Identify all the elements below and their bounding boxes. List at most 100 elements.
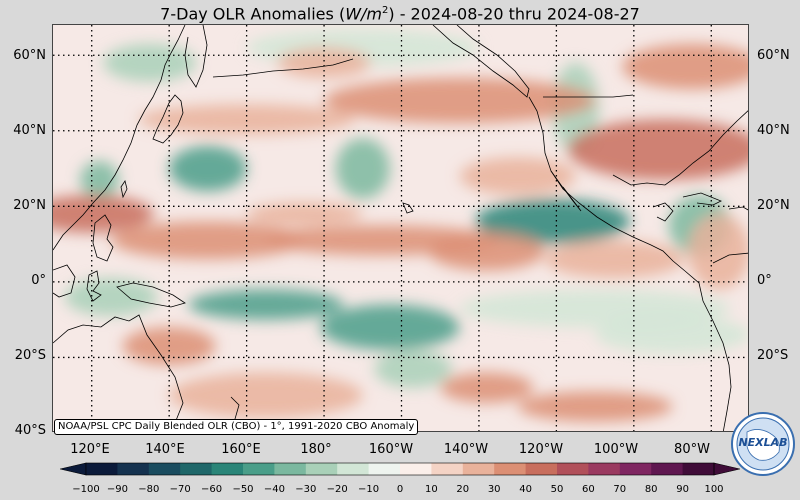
lat-label-right-20s: 20°S [757, 348, 789, 363]
anomaly-blob-pos-27 [688, 213, 748, 290]
lat-label-right-20n: 20°N [757, 198, 790, 213]
map-canvas [53, 25, 748, 431]
colorbar-tick-label: 60 [582, 484, 595, 495]
colorbar-tick-label: 100 [704, 484, 724, 495]
colorbar-extend-min [60, 462, 87, 476]
lon-label-120e: 120°E [70, 442, 110, 457]
olr-anomaly-map [52, 24, 749, 432]
anomaly-blob-pos-14 [53, 195, 154, 233]
anomaly-blob-neg-3 [335, 138, 390, 199]
lat-label-right-40n: 40°N [757, 123, 790, 138]
coastline-cuba [682, 192, 722, 206]
colorbar-cells [60, 462, 740, 476]
colorbar-cell [368, 463, 401, 475]
colorbar-tick-label: −100 [72, 484, 100, 495]
colorbar-cell [211, 463, 244, 475]
coastline-aleutians [212, 58, 354, 78]
coastline-asia-mainland [53, 25, 186, 251]
colorbar-tick-label: −50 [232, 484, 254, 495]
lat-label-left-20n: 20°N [13, 198, 46, 213]
colorbar [60, 462, 740, 476]
colorbar-cell [651, 463, 684, 475]
colorbar-tick-label: −10 [358, 484, 380, 495]
anomaly-blob-pos-24 [544, 240, 685, 279]
colorbar-tick-label: 10 [425, 484, 438, 495]
colorbar-frame [85, 462, 715, 476]
globe-land [746, 429, 780, 461]
lon-label-80w: 80°W [674, 442, 710, 457]
colorbar-cell [305, 463, 338, 475]
colorbar-tick-label: −60 [201, 484, 223, 495]
title-unit-exponent: 2 [381, 5, 389, 16]
lon-label-100w: 100°W [593, 442, 639, 457]
anomaly-blob-pos-19 [622, 43, 748, 90]
lat-label-left-60n: 60°N [13, 48, 46, 63]
coastline-baja [550, 170, 582, 212]
anomaly-blob-neg-6 [103, 43, 197, 82]
lon-label-120w: 120°W [518, 442, 564, 457]
coastline-new-guinea [116, 282, 186, 308]
colorbar-cell [619, 463, 652, 475]
coastline-gulf-of-mexico [612, 110, 748, 186]
coastline-south-america [684, 270, 732, 431]
anomaly-blob-pos-15 [111, 221, 305, 260]
border-us-canada [543, 94, 634, 98]
anomaly-blob-neg-0 [475, 198, 630, 245]
colorbar-tick-label: −90 [106, 484, 128, 495]
colorbar-cell [117, 463, 150, 475]
colorbar-cell [682, 463, 715, 475]
anomaly-blob-pos-20 [324, 77, 596, 124]
colorbar-cell [274, 463, 307, 475]
colorbar-cell [86, 463, 118, 475]
coastlines [53, 25, 748, 431]
anomaly-blob-pos-28 [169, 372, 363, 418]
anomaly-blob-pos-25 [440, 372, 534, 403]
colorbar-tick-label: −40 [263, 484, 285, 495]
colorbar-tick-label: 0 [396, 484, 404, 495]
colorbar-cell [400, 463, 432, 475]
coastline-hispaniola [728, 206, 748, 211]
coastline-south-america-north [712, 252, 748, 264]
coastline-philippines [92, 214, 114, 262]
lat-label-left-40n: 40°N [13, 123, 46, 138]
lon-label-160w: 160°W [368, 442, 414, 457]
colorbar-cell [494, 463, 527, 475]
title-suffix: ) - 2024-08-20 thru 2024-08-27 [388, 4, 640, 24]
chart-title: 7-Day OLR Anomalies (W/m2) - 2024-08-20 … [0, 0, 800, 24]
anomaly-blob-pos-29 [459, 157, 576, 195]
anomaly-blob-pos-17 [428, 232, 545, 271]
anomaly-blob-pos-30 [277, 47, 371, 78]
colorbar-cell [180, 463, 213, 475]
colorbar-tick-label: −80 [138, 484, 160, 495]
anomaly-blob-pos-18 [568, 119, 748, 180]
lon-label-140w: 140°W [443, 442, 489, 457]
anomaly-blob-neg-11 [64, 278, 158, 316]
colorbar-tick-label: −70 [169, 484, 191, 495]
colorbar-cell [148, 463, 181, 475]
anomaly-blob-neg-8 [188, 289, 344, 320]
logo-text: NEXLAB [738, 436, 787, 449]
coastline-north-america [528, 96, 686, 272]
colorbar-tick-label: 90 [676, 484, 689, 495]
coastline-hawaii [402, 202, 414, 214]
coastline-alaska [432, 25, 530, 98]
colorbar-tick-label: −20 [326, 484, 348, 495]
title-prefix: 7-Day OLR Anomalies ( [160, 4, 346, 24]
colorbar-tick-label: 20 [456, 484, 470, 495]
colorbar-cell [337, 463, 370, 475]
colorbar-tick-label: −30 [295, 484, 317, 495]
lat-label-left-40s: 40°S [14, 423, 46, 438]
lon-label-180: 180° [300, 442, 332, 457]
lat-label-right-0: 0° [757, 273, 772, 288]
anomaly-blob-neg-13 [595, 315, 748, 354]
coastline-japan [152, 94, 184, 144]
coastline-sulawesi [86, 270, 102, 302]
colorbar-cell [462, 463, 495, 475]
colorbar-cell [588, 463, 621, 475]
lon-label-160e: 160°E [221, 442, 261, 457]
lon-label-140e: 140°E [145, 442, 185, 457]
colorbar-tick-label: 80 [644, 484, 658, 495]
anomaly-blob-pos-26 [517, 391, 673, 422]
anomaly-blob-pos-21 [138, 104, 356, 135]
anomaly-blob-neg-1 [169, 145, 247, 192]
